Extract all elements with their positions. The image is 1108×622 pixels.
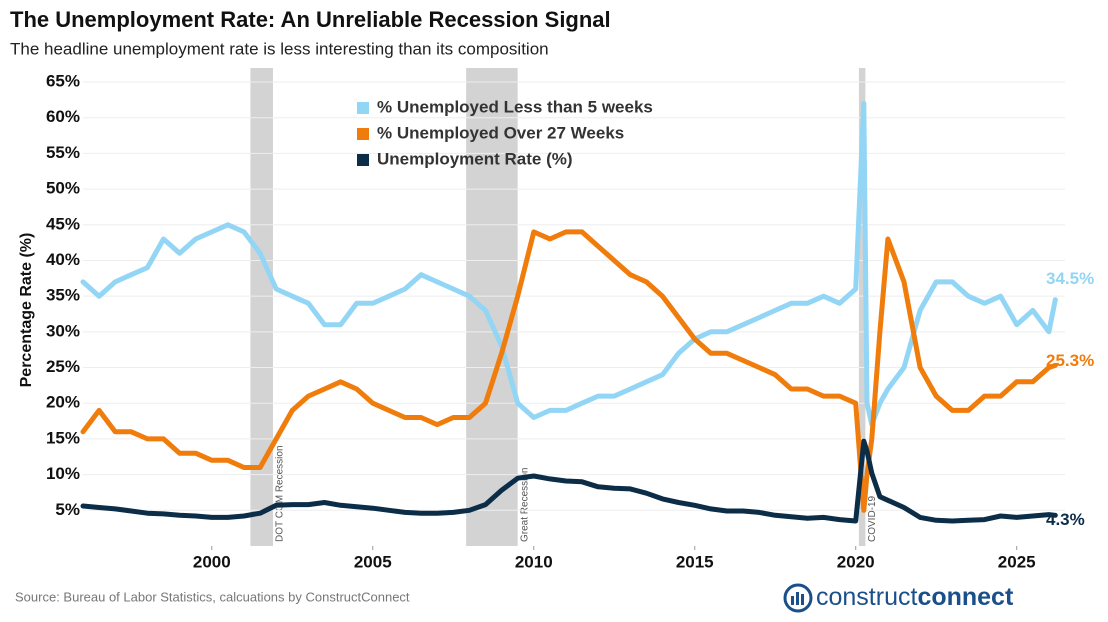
end-label: 34.5%: [1046, 269, 1094, 288]
source-note: Source: Bureau of Labor Statistics, calc…: [15, 589, 410, 604]
x-tick-label: 2000: [193, 552, 231, 571]
recession-band: [858, 68, 866, 546]
legend-label: % Unemployed Over 27 Weeks: [377, 123, 624, 142]
y-tick-label: 25%: [46, 357, 80, 376]
y-tick-label: 65%: [46, 71, 80, 90]
series-line: [80, 229, 1058, 513]
y-tick-label: 35%: [46, 286, 80, 305]
recession-label: COVID-19: [867, 495, 878, 542]
chart-subtitle: The headline unemployment rate is less i…: [10, 39, 549, 58]
recession-label: Great Recession: [519, 468, 530, 542]
x-tick-label: 2020: [837, 552, 875, 571]
logo-icon-bar: [796, 592, 799, 605]
y-tick-label: 10%: [46, 464, 80, 483]
recession-label: DOT COM Recession: [275, 445, 286, 542]
y-tick-label: 60%: [46, 107, 80, 126]
logo-icon-bar: [791, 596, 794, 605]
series-line: [80, 100, 1058, 428]
plot-area: DOT COM Recession Great Recession COVID-19: [80, 68, 1065, 550]
legend-label: % Unemployed Less than 5 weeks: [377, 97, 653, 116]
legend-swatch: [357, 128, 369, 140]
end-label: 25.3%: [1046, 351, 1094, 370]
x-tick-label: 2010: [515, 552, 553, 571]
chart-title: The Unemployment Rate: An Unreliable Rec…: [10, 7, 611, 32]
legend-swatch: [357, 154, 369, 166]
logo-icon-bar: [801, 594, 804, 605]
logo: constructconnect: [783, 583, 1014, 613]
y-tick-label: 30%: [46, 321, 80, 340]
logo-text-bold: connect: [917, 583, 1014, 611]
end-label: 4.3%: [1046, 510, 1085, 529]
y-tick-label: 15%: [46, 428, 80, 447]
recession-band: [466, 68, 518, 546]
y-tick-label: 45%: [46, 214, 80, 233]
x-tick-label: 2025: [998, 552, 1036, 571]
logo-text: constructconnect: [816, 583, 1014, 611]
y-tick-label: 20%: [46, 393, 80, 412]
y-tick-label: 40%: [46, 250, 80, 269]
legend-swatch: [357, 102, 369, 114]
y-axis-label: Percentage Rate (%): [18, 233, 35, 388]
recession-band: [250, 68, 273, 546]
y-tick-label: 55%: [46, 143, 80, 162]
x-tick-label: 2015: [676, 552, 714, 571]
logo-text-light: construct: [816, 583, 917, 611]
series-line: [80, 438, 1058, 524]
y-tick-label: 5%: [55, 500, 80, 519]
y-tick-label: 50%: [46, 179, 80, 198]
x-tick-label: 2005: [354, 552, 392, 571]
logo-icon: [783, 583, 813, 613]
legend-label: Unemployment Rate (%): [377, 149, 573, 168]
